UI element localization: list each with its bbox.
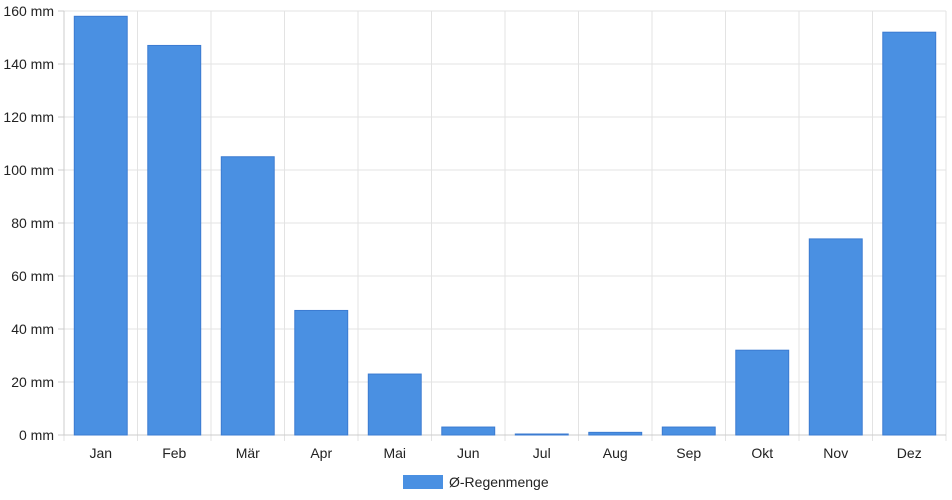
y-tick-label: 40 mm — [11, 321, 54, 337]
bars — [73, 15, 937, 436]
bar-mai[interactable] — [367, 373, 422, 436]
bar-sep[interactable] — [661, 426, 716, 436]
legend-swatch[interactable] — [403, 475, 443, 489]
x-tick-label: Jun — [457, 445, 480, 461]
y-tick-labels: 0 mm 20 mm 40 mm 60 mm 80 mm 100 mm 120 mm 140 … — [3, 3, 54, 443]
y-tick-label: 100 mm — [3, 162, 54, 178]
x-tick-labels: Jan Feb Mär Apr Mai Jun Jul Aug Sep Okt Nov Dez — [89, 445, 921, 461]
bar-apr[interactable] — [294, 309, 349, 436]
grid-lines — [63, 10, 947, 441]
y-tick-label: 60 mm — [11, 268, 54, 284]
bar-feb[interactable] — [147, 44, 202, 436]
legend[interactable]: Ø-Regenmenge — [403, 474, 549, 490]
y-tick-label: 80 mm — [11, 215, 54, 231]
bar-nov[interactable] — [808, 238, 863, 436]
x-tick-label: Aug — [603, 445, 628, 461]
bar-dez[interactable] — [882, 31, 937, 436]
legend-label[interactable]: Ø-Regenmenge — [449, 474, 549, 490]
bar-jan[interactable] — [73, 15, 128, 436]
y-tick-label: 20 mm — [11, 374, 54, 390]
x-tick-label: Nov — [823, 445, 848, 461]
x-tick-label: Jul — [533, 445, 551, 461]
bar-aug[interactable] — [588, 431, 643, 436]
x-tick-label: Dez — [897, 445, 922, 461]
x-tick-label: Jan — [89, 445, 112, 461]
y-tick-label: 120 mm — [3, 109, 54, 125]
x-tick-label: Apr — [310, 445, 332, 461]
x-tick-label: Okt — [751, 445, 773, 461]
x-tick-label: Sep — [676, 445, 701, 461]
bar-jun[interactable] — [441, 426, 496, 436]
axes — [58, 10, 946, 436]
x-tick-label: Mär — [236, 445, 260, 461]
y-tick-label: 160 mm — [3, 3, 54, 19]
x-tick-label: Feb — [162, 445, 186, 461]
y-tick-label: 0 mm — [19, 427, 54, 443]
x-tick-label: Mai — [383, 445, 406, 461]
bar-okt[interactable] — [735, 349, 790, 436]
bar-jul[interactable] — [514, 433, 569, 436]
y-tick-label: 140 mm — [3, 56, 54, 72]
bar-mär[interactable] — [220, 156, 275, 436]
